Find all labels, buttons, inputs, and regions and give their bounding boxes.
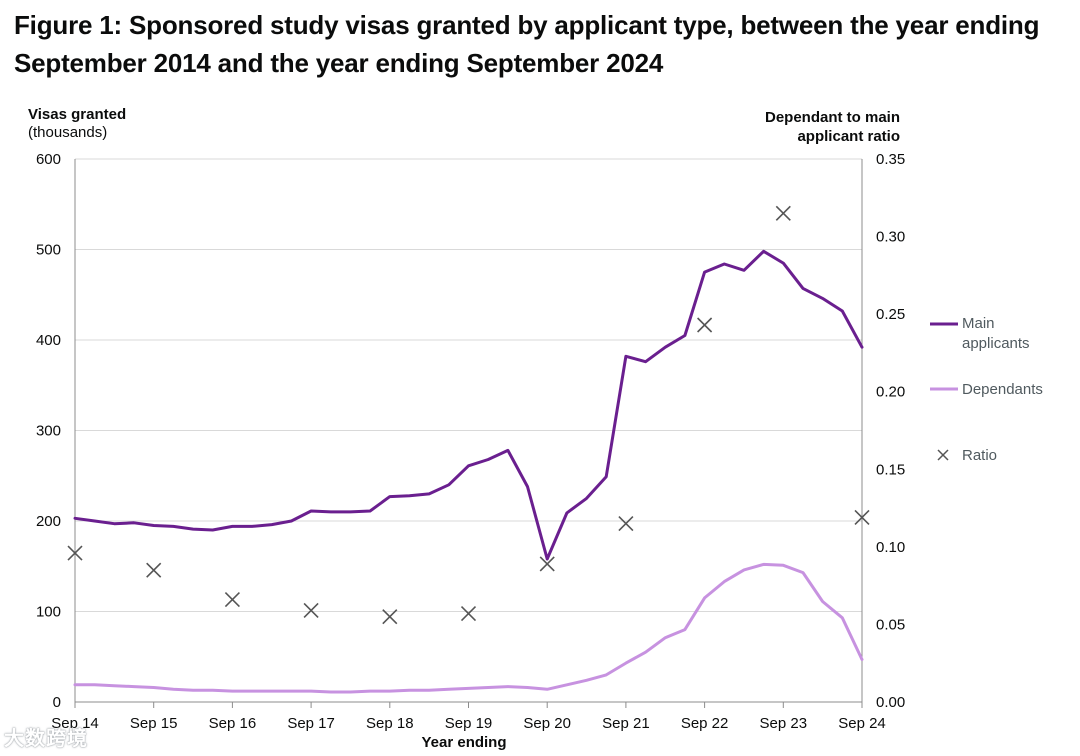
x-tick-label: Sep 22 <box>681 715 729 732</box>
y-tick-label: 200 <box>36 513 61 530</box>
chart-title-line-2: September 2014 and the year ending Septe… <box>14 48 664 78</box>
ratio-marker <box>854 509 870 525</box>
axes <box>74 159 863 708</box>
y-axis-label-line-2: (thousands) <box>28 124 107 141</box>
ratio-marker-stroke <box>697 317 713 333</box>
ratio-marker <box>460 606 477 622</box>
chart-title: Figure 1: Sponsored study visas granted … <box>14 6 1074 82</box>
legend-main-label-line-2: applicants <box>962 335 1030 352</box>
x-axis-tick-labels: Sep 14 Sep 15 Sep 16 Sep 17 Sep 18 Sep 19 Sep … <box>51 715 886 732</box>
x-tick-label: Sep 24 <box>838 715 886 732</box>
y2-tick-label: 0.10 <box>876 539 905 556</box>
ratio-marker <box>697 317 713 333</box>
ratio-marker <box>775 205 791 221</box>
x-tick-label: Sep 14 <box>51 715 99 732</box>
y-axis-label-line-1: Visas granted <box>28 106 126 123</box>
ratio-marker <box>303 602 319 619</box>
ratio-marker <box>382 609 398 625</box>
y2-tick-label: 0.00 <box>876 694 905 711</box>
y-tick-label: 100 <box>36 604 61 621</box>
dependants-line <box>73 562 864 694</box>
y2-tick-label: 0.15 <box>876 461 905 478</box>
x-tick-label: Sep 19 <box>445 715 493 732</box>
y-tick-label: 500 <box>36 242 61 259</box>
ratio-marker-stroke <box>775 205 791 221</box>
y2-tick-label: 0.25 <box>876 306 905 323</box>
ratio-marker <box>618 516 634 532</box>
ratio-marker-stroke <box>460 606 477 622</box>
ratio-marker-stroke <box>382 609 398 625</box>
series-lines <box>73 249 864 694</box>
y-axis-tick-labels: 0 100 200 300 400 500 600 <box>36 151 61 711</box>
ratio-marker-stroke <box>539 556 555 572</box>
y2-tick-label: 0.05 <box>876 616 905 633</box>
ratio-marker-stroke <box>618 516 634 532</box>
legend-dependants-label: Dependants <box>962 381 1043 398</box>
ratio-marker-stroke <box>67 545 83 561</box>
x-tick-label: Sep 15 <box>130 715 178 732</box>
watermark-logo: 大数跨境 <box>4 728 88 750</box>
y2-tick-label: 0.30 <box>876 229 905 246</box>
legend-ratio-label: Ratio <box>962 447 997 464</box>
x-tick-label: Sep 23 <box>760 715 808 732</box>
ratio-marker <box>67 545 83 561</box>
main-applicants-line <box>73 249 864 561</box>
y-tick-label: 0 <box>53 694 61 711</box>
y-tick-label: 400 <box>36 332 61 349</box>
ratio-marker <box>539 556 555 572</box>
x-axis-label: Year ending <box>421 734 506 751</box>
y2-axis-label-line-1: Dependant to main <box>765 109 900 126</box>
x-tick-label: Sep 21 <box>602 715 650 732</box>
y-tick-label: 300 <box>36 423 61 440</box>
y2-tick-label: 0.35 <box>876 151 905 168</box>
ratio-marker <box>224 592 240 608</box>
legend-ratio-marker <box>937 449 949 461</box>
ratio-marker <box>146 562 162 578</box>
x-tick-label: Sep 20 <box>523 715 571 732</box>
ratio-marker-stroke <box>224 592 240 608</box>
x-tick-label: Sep 16 <box>209 715 257 732</box>
y2-axis-tick-labels: 0.00 0.05 0.10 0.15 0.20 0.25 0.30 0.35 <box>876 151 905 711</box>
legend-main-label-line-1: Main <box>962 315 995 332</box>
chart-title-line-1: Figure 1: Sponsored study visas granted … <box>14 10 1040 40</box>
y2-axis-label-line-2: applicant ratio <box>797 128 900 145</box>
gridlines <box>75 158 862 612</box>
y-tick-label: 600 <box>36 151 61 168</box>
ratio-markers <box>67 205 870 625</box>
ratio-marker-stroke <box>303 602 319 619</box>
x-tick-label: Sep 17 <box>287 715 335 732</box>
ratio-marker-stroke <box>146 562 162 578</box>
legend: Main applicants Dependants Ratio <box>930 315 1043 464</box>
x-tick-label: Sep 18 <box>366 715 414 732</box>
y2-tick-label: 0.20 <box>876 384 905 401</box>
ratio-marker-stroke <box>854 509 870 525</box>
